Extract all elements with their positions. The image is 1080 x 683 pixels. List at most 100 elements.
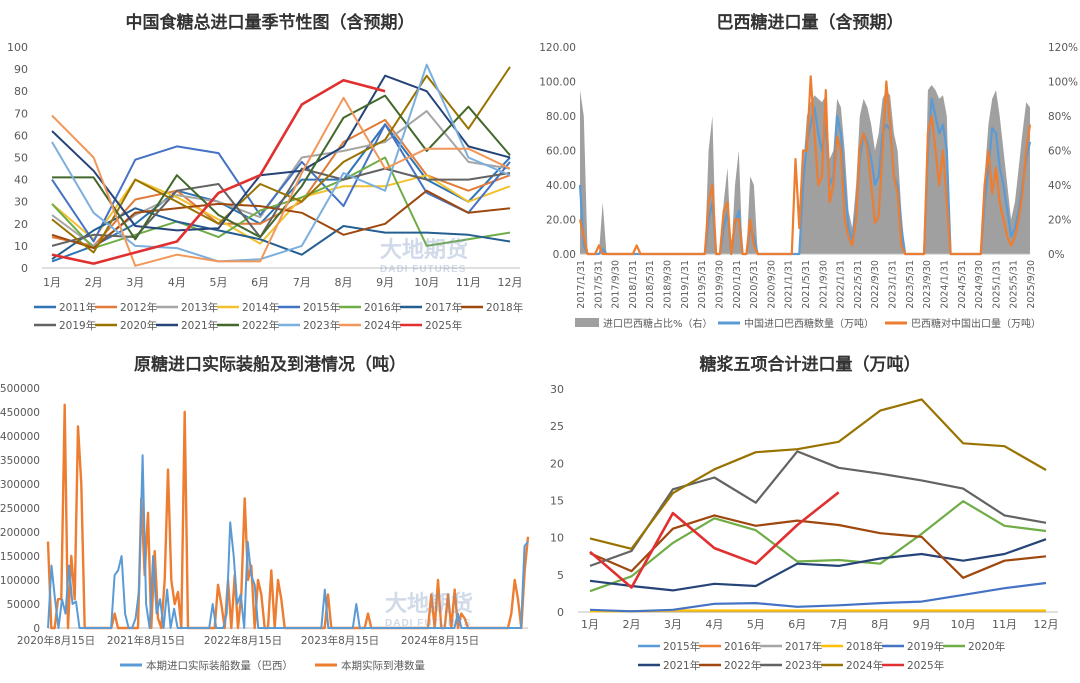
y-tick-label: 20 — [550, 457, 564, 470]
y-tick-label: 100.00 — [540, 77, 576, 89]
x-tick-label: 2024/9/30 — [974, 260, 985, 309]
y2-tick-label: 20% — [1048, 215, 1071, 227]
x-tick-label: 1月 — [43, 276, 61, 289]
x-tick-label: 2018/5/31 — [645, 260, 656, 309]
x-tick-label: 2021/5/31 — [801, 260, 812, 309]
x-tick-label: 2021/9/30 — [818, 260, 829, 309]
legend-label: 2019年 — [59, 319, 96, 332]
chart-syrup-five-items-imports: 糖浆五项合计进口量（万吨） 0 5 10 15 20 25 30 1月 2月 3月 4月 5月 6月 7月… — [540, 342, 1080, 683]
x-tick-label: 2019/5/31 — [697, 260, 708, 309]
y2-tick-label: 60% — [1048, 146, 1071, 158]
x-tick-label: 2025/5/31 — [1009, 260, 1020, 309]
legend-label: 2025年 — [425, 319, 462, 332]
legend-label: 2018年 — [486, 301, 523, 314]
legend-label: 2023年 — [785, 659, 822, 672]
x-tick-label: 2月 — [622, 618, 640, 631]
x-tick-label: 2017/9/30 — [611, 260, 622, 309]
series-line-2021年 — [51, 74, 511, 232]
x-tick-label: 8月 — [871, 618, 889, 631]
legend-label: 2011年 — [59, 301, 96, 314]
x-tick-label: 1月 — [581, 618, 599, 631]
y2-tick-label: 80% — [1048, 111, 1071, 123]
y-tick-label: 100 — [7, 41, 28, 54]
x-tick-label: 2018/9/30 — [663, 260, 674, 309]
y-tick-label: 0.00 — [553, 249, 576, 261]
x-tick-label: 7月 — [830, 618, 848, 631]
x-tick-label: 3月 — [126, 276, 144, 289]
y-tick-label: 250000 — [0, 503, 40, 515]
y-tick-label: 350000 — [0, 455, 40, 467]
chart-title: 原糖进口实际装船及到港情况（吨） — [134, 355, 406, 375]
series-line-shipments — [47, 454, 529, 629]
series-line-2017年 — [51, 207, 511, 261]
y2-tick-label: 40% — [1048, 180, 1071, 192]
chart-plot: 0 5 10 15 20 25 30 1月 2月 3月 4月 5月 6月 7月 8月 9月 10月 11月 12月 2… — [550, 383, 1059, 672]
y-tick-label: 10 — [14, 240, 28, 253]
x-tick-label: 10月 — [414, 276, 439, 289]
series-line-2023年 — [51, 63, 511, 263]
x-tick-label: 7月 — [293, 276, 311, 289]
legend-label: 2016年 — [724, 640, 761, 653]
series-line-2020年 — [589, 500, 1047, 593]
legend-label: 2020年 — [968, 640, 1005, 653]
legend-label: 进口巴西糖占比%（右） — [603, 317, 713, 330]
series-line-2015年 — [51, 123, 511, 243]
legend-label: 2022年 — [724, 659, 761, 672]
series-line-2019年 — [589, 581, 1047, 613]
legend-label: 2021年 — [663, 659, 700, 672]
y-tick-label: 60.00 — [546, 146, 576, 158]
x-tick-label: 12月 — [1034, 618, 1059, 631]
series-line-2019年 — [51, 167, 511, 247]
series-line-2018年 — [51, 189, 511, 250]
x-tick-label: 3月 — [664, 618, 682, 631]
y-tick-label: 100000 — [0, 575, 40, 587]
series-line-brazil-exports — [578, 75, 1032, 256]
y-tick-label: 0 — [21, 262, 28, 275]
x-tick-label: 4月 — [168, 276, 186, 289]
series-line-2023年 — [589, 450, 1047, 567]
x-tick-label: 2021年8月15日 — [107, 634, 185, 647]
x-tick-label: 2024年8月15日 — [401, 634, 479, 647]
x-tick-label: 2月 — [85, 276, 103, 289]
y-tick-label: 80.00 — [546, 111, 576, 123]
chart-title: 巴西糖进口量（含预期） — [716, 13, 904, 33]
y-tick-label: 15 — [550, 495, 564, 508]
x-tick-label: 8月 — [334, 276, 352, 289]
x-tick-label: 11月 — [992, 618, 1017, 631]
x-tick-label: 2017/5/31 — [593, 260, 604, 309]
x-tick-label: 2017/1/31 — [576, 260, 587, 309]
x-tick-label: 2020/1/31 — [732, 260, 743, 309]
y-tick-label: 0 — [33, 623, 40, 635]
x-tick-label: 2018/1/31 — [628, 260, 639, 309]
y-tick-label: 5 — [557, 569, 564, 582]
series-line-2025年 — [589, 491, 840, 589]
x-tick-label: 2019/9/30 — [714, 260, 725, 309]
legend-label: 中国进口巴西糖数量（万吨） — [744, 317, 874, 330]
y-tick-label: 80 — [14, 85, 28, 98]
series-line-2022年 — [589, 514, 1047, 579]
x-tick-label: 2019/1/31 — [680, 260, 691, 309]
y-tick-label: 400000 — [0, 431, 40, 443]
legend-label: 巴西糖对中国出口量（万吨） — [911, 317, 1041, 330]
x-tick-label: 2023/1/31 — [888, 260, 899, 309]
y-tick-label: 30 — [550, 383, 564, 396]
chart-raw-sugar-shipping-arrivals: 原糖进口实际装船及到港情况（吨） 0 50000 100000 150000 20000… — [0, 342, 540, 683]
y-tick-label: 20.00 — [546, 215, 576, 227]
y-tick-label: 90 — [14, 63, 28, 76]
legend-label: 2024年 — [364, 319, 401, 332]
x-tick-label: 6月 — [251, 276, 269, 289]
x-tick-label: 2021/1/31 — [784, 260, 795, 309]
series-line-2024年 — [589, 398, 1047, 550]
y2-tick-label: 0% — [1048, 249, 1065, 261]
y-tick-label: 500000 — [0, 383, 40, 395]
x-tick-label: 9月 — [376, 276, 394, 289]
y-tick-label: 150000 — [0, 551, 40, 563]
x-tick-label: 2023年8月15日 — [301, 634, 379, 647]
x-tick-label: 11月 — [456, 276, 481, 289]
y-tick-label: 300000 — [0, 479, 40, 491]
chart-china-sugar-imports-seasonal: 中国食糖总进口量季节性图（含预期） 0 10 20 30 40 50 60 70 80 90 100… — [0, 0, 540, 342]
legend-label: 2023年 — [303, 319, 340, 332]
y-tick-label: 30 — [14, 196, 28, 209]
legend-label: 2017年 — [425, 301, 462, 314]
x-tick-label: 2023/5/31 — [905, 260, 916, 309]
